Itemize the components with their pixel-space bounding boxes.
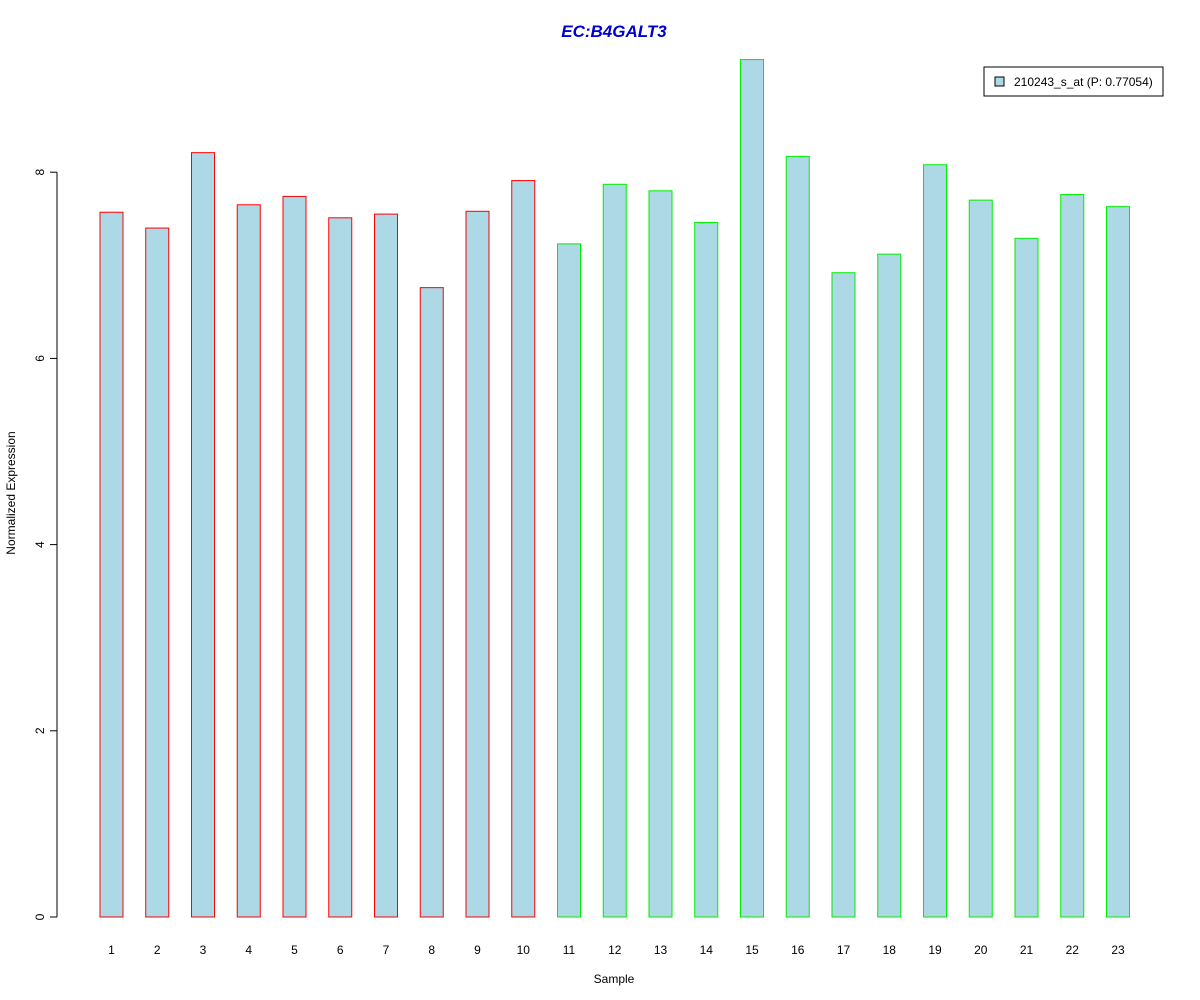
x-tick-label: 10 [517, 943, 531, 957]
bar [1014, 237, 1039, 918]
bar [648, 190, 673, 918]
y-axis-label: Normalized Expression [4, 431, 18, 554]
bar [419, 287, 444, 918]
x-tick-label: 20 [974, 943, 988, 957]
x-tick-label: 7 [383, 943, 390, 957]
x-tick-label: 18 [883, 943, 897, 957]
y-tick-label: 6 [33, 355, 47, 362]
bar [557, 243, 581, 918]
bar [145, 227, 170, 918]
x-tick-label: 11 [563, 943, 576, 957]
x-tick-label: 3 [200, 943, 207, 957]
bar [328, 217, 353, 918]
y-axis: 0 2 4 6 8 [33, 169, 58, 920]
y-tick-label: 2 [33, 727, 47, 734]
bar [923, 164, 947, 918]
bar [831, 272, 856, 918]
x-tick-label: 14 [700, 943, 714, 957]
bars-group [99, 59, 1130, 918]
x-tick-label: 6 [337, 943, 344, 957]
x-tick-label: 21 [1020, 943, 1034, 957]
x-axis-label: Sample [594, 972, 635, 986]
bar [1106, 206, 1130, 918]
bar [465, 210, 490, 918]
bar [236, 204, 261, 918]
y-tick-label: 0 [33, 913, 47, 920]
x-tick-label: 17 [837, 943, 851, 957]
bar [877, 253, 902, 918]
bar [602, 183, 627, 918]
bar [785, 155, 810, 918]
chart-title: EC:B4GALT3 [561, 22, 667, 41]
x-tick-label: 16 [791, 943, 805, 957]
y-tick-label: 4 [33, 541, 47, 548]
x-tick-label: 23 [1111, 943, 1125, 957]
bar [282, 195, 307, 918]
bar [740, 59, 764, 918]
bar [968, 199, 993, 918]
x-axis: 1 2 3 4 5 6 7 8 9 10 11 12 13 14 15 16 17 18 19 20 21 22 23 [108, 943, 1125, 957]
x-tick-label: 8 [428, 943, 435, 957]
bar [511, 180, 536, 918]
x-tick-label: 13 [654, 943, 668, 957]
x-tick-label: 2 [154, 943, 161, 957]
bar [191, 152, 215, 918]
x-tick-label: 22 [1066, 943, 1080, 957]
bar [374, 213, 398, 918]
x-tick-label: 12 [608, 943, 622, 957]
x-tick-label: 19 [928, 943, 942, 957]
bar [694, 221, 719, 918]
legend-box [983, 66, 1164, 97]
legend: 210243_s_at (P: 0.77054) [983, 66, 1164, 97]
bar [1060, 194, 1085, 918]
legend-label: 210243_s_at (P: 0.77054) [1014, 75, 1153, 89]
y-tick-label: 8 [33, 169, 47, 176]
x-tick-label: 5 [291, 943, 298, 957]
legend-swatch [994, 76, 1005, 87]
x-tick-label: 4 [245, 943, 252, 957]
x-tick-label: 1 [108, 943, 115, 957]
x-tick-label: 9 [474, 943, 481, 957]
x-tick-label: 15 [745, 943, 759, 957]
bar [99, 211, 124, 918]
